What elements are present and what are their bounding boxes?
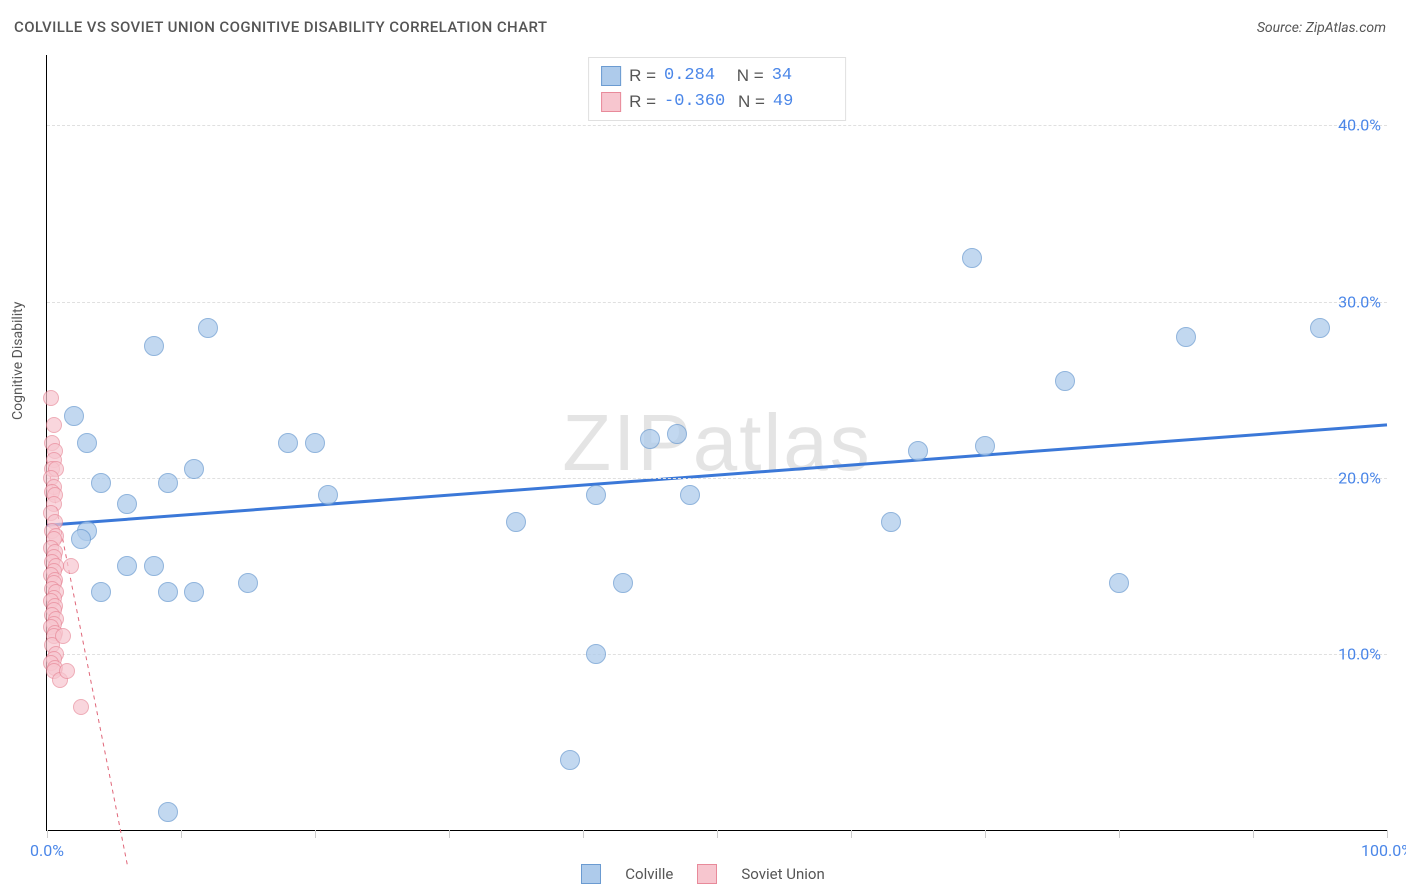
stats-row-colville: R = 0.284 N = 34 (601, 63, 833, 89)
source-attribution: Source: ZipAtlas.com (1257, 20, 1386, 36)
gridline-h (47, 302, 1387, 303)
y-tick-label: 10.0% (1338, 644, 1381, 663)
x-tick (315, 830, 316, 838)
y-tick-label: 20.0% (1338, 468, 1381, 487)
data-point-colville (975, 436, 995, 456)
data-point-colville (91, 582, 111, 602)
x-tick (47, 830, 48, 838)
legend-swatch-colville (581, 864, 601, 884)
legend-bottom: Colville Soviet Union (0, 864, 1406, 884)
trend-lines (47, 55, 1387, 830)
x-tick (1387, 830, 1388, 838)
legend-swatch-soviet (697, 864, 717, 884)
x-tick (583, 830, 584, 838)
data-point-colville (117, 556, 137, 576)
data-point-colville (144, 336, 164, 356)
data-point-colville (962, 248, 982, 268)
data-point-colville (305, 433, 325, 453)
data-point-colville (71, 529, 91, 549)
stat-r-soviet: -0.360 (664, 89, 725, 115)
legend-label-colville: Colville (625, 865, 673, 883)
chart-title: COLVILLE VS SOVIET UNION COGNITIVE DISAB… (14, 18, 547, 36)
x-tick (1119, 830, 1120, 838)
data-point-colville (640, 429, 660, 449)
data-point-soviet (73, 699, 89, 715)
stats-row-soviet: R = -0.360 N = 49 (601, 89, 833, 115)
y-axis-label: Cognitive Disability (10, 302, 26, 420)
data-point-colville (184, 459, 204, 479)
legend-label-soviet: Soviet Union (741, 865, 824, 883)
data-point-colville (586, 485, 606, 505)
x-tick-label: 0.0% (30, 841, 64, 860)
data-point-colville (77, 433, 97, 453)
data-point-soviet (43, 390, 59, 406)
data-point-colville (680, 485, 700, 505)
x-tick (851, 830, 852, 838)
stat-n-colville: 34 (772, 63, 832, 89)
stat-label-r: R = (629, 63, 656, 89)
chart-container: COLVILLE VS SOVIET UNION COGNITIVE DISAB… (0, 0, 1406, 892)
data-point-colville (144, 556, 164, 576)
stat-label-n: N = (732, 63, 764, 89)
stat-label-r: R = (629, 89, 656, 115)
data-point-colville (506, 512, 526, 532)
data-point-colville (586, 644, 606, 664)
data-point-colville (318, 485, 338, 505)
stat-n-soviet: 49 (773, 89, 833, 115)
data-point-colville (1310, 318, 1330, 338)
data-point-soviet (59, 663, 75, 679)
data-point-colville (1176, 327, 1196, 347)
stat-r-colville: 0.284 (664, 63, 724, 89)
data-point-colville (908, 441, 928, 461)
plot-area: ZIPatlas R = 0.284 N = 34 R = -0.360 N =… (46, 55, 1387, 831)
x-tick (449, 830, 450, 838)
x-tick (985, 830, 986, 838)
data-point-soviet (63, 558, 79, 574)
data-point-colville (238, 573, 258, 593)
stat-label-n: N = (733, 89, 765, 115)
y-tick-label: 40.0% (1338, 116, 1381, 135)
data-point-colville (881, 512, 901, 532)
data-point-colville (667, 424, 687, 444)
y-tick-label: 30.0% (1338, 292, 1381, 311)
data-point-colville (91, 473, 111, 493)
data-point-colville (613, 573, 633, 593)
swatch-colville (601, 66, 621, 86)
data-point-colville (278, 433, 298, 453)
data-point-colville (560, 750, 580, 770)
x-tick (181, 830, 182, 838)
data-point-colville (184, 582, 204, 602)
data-point-colville (198, 318, 218, 338)
gridline-h (47, 654, 1387, 655)
stats-legend-box: R = 0.284 N = 34 R = -0.360 N = 49 (588, 57, 846, 121)
x-tick-label: 100.0% (1361, 841, 1406, 860)
data-point-colville (64, 406, 84, 426)
swatch-soviet (601, 92, 621, 112)
data-point-colville (158, 582, 178, 602)
data-point-soviet (46, 417, 62, 433)
x-tick (717, 830, 718, 838)
x-tick (1253, 830, 1254, 838)
data-point-colville (1109, 573, 1129, 593)
watermark: ZIPatlas (562, 397, 871, 489)
gridline-h (47, 125, 1387, 126)
data-point-colville (158, 473, 178, 493)
data-point-soviet (55, 628, 71, 644)
data-point-colville (158, 802, 178, 822)
data-point-colville (1055, 371, 1075, 391)
trend-line-colville (47, 425, 1387, 525)
gridline-h (47, 478, 1387, 479)
data-point-colville (117, 494, 137, 514)
